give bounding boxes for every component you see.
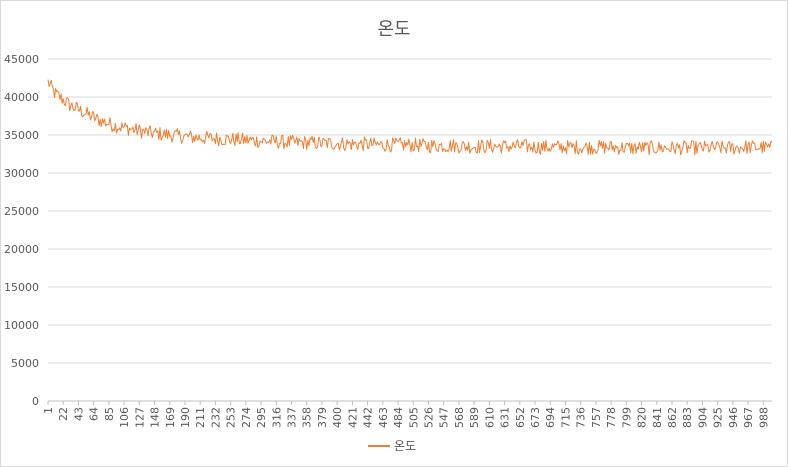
y-tick-label: 25000 [4, 205, 39, 218]
x-tick-label: 1 [42, 407, 55, 414]
gridlines [48, 58, 772, 402]
x-tick-label: 64 [88, 407, 101, 421]
x-tick-label: 883 [681, 407, 694, 428]
x-tick-label: 967 [742, 407, 755, 428]
x-tick-label: 211 [194, 407, 207, 428]
x-tick-label: 526 [422, 407, 435, 428]
y-tick-label: 5000 [11, 357, 39, 370]
x-tick-label: 778 [605, 407, 618, 428]
y-tick-label: 30000 [4, 167, 39, 180]
x-tick-label: 337 [286, 407, 299, 428]
x-tick-label: 568 [453, 407, 466, 428]
x-tick-label: 715 [559, 407, 572, 428]
x-tick-label: 547 [438, 407, 451, 428]
x-tick-label: 694 [544, 407, 557, 428]
series-line-0 [47, 79, 773, 156]
x-tick-label: 589 [468, 407, 481, 428]
x-tick-label: 442 [362, 407, 375, 428]
x-tick-label: 463 [377, 407, 390, 428]
y-axis-labels: 0 5000 10000 15000 20000 25000 30000 35000 40000… [4, 53, 39, 408]
x-tick-label: 127 [133, 407, 146, 428]
x-tick-label: 631 [499, 407, 512, 428]
x-tick-label: 820 [636, 407, 649, 428]
x-tick-label: 610 [483, 407, 496, 428]
x-tick-label: 274 [240, 407, 253, 428]
x-tick-label: 841 [651, 407, 664, 428]
x-tick-label: 946 [727, 407, 740, 428]
y-tick-label: 35000 [4, 129, 39, 142]
x-tick-label: 799 [620, 407, 633, 428]
x-tick-label: 190 [179, 407, 192, 428]
x-tick-label: 85 [103, 407, 116, 421]
x-tick-label: 904 [696, 407, 709, 428]
x-tick-label: 169 [164, 407, 177, 428]
y-tick-label: 40000 [4, 91, 39, 104]
x-tick-label: 652 [514, 407, 527, 428]
x-tick-label: 106 [118, 407, 131, 428]
x-tick-label: 43 [72, 407, 85, 421]
y-tick-label: 15000 [4, 281, 39, 294]
legend: 온도 [368, 439, 416, 453]
y-tick-label: 45000 [4, 53, 39, 66]
x-tick-label: 379 [316, 407, 329, 428]
x-tick-label: 316 [270, 407, 283, 428]
x-tick-label: 988 [757, 407, 770, 428]
series-group [47, 79, 773, 156]
legend-label: 온도 [394, 439, 416, 453]
x-tick-label: 862 [666, 407, 679, 428]
x-tick-label: 253 [225, 407, 238, 428]
x-tick-label: 358 [301, 407, 314, 428]
x-tick-label: 148 [149, 407, 162, 428]
x-tick-label: 925 [712, 407, 725, 428]
x-tick-label: 757 [590, 407, 603, 428]
x-tick-label: 484 [392, 407, 405, 428]
x-axis: 1 22 43 64 85 106 127 148 169 190 211 232 253 274 295 3… [42, 401, 770, 428]
y-tick-label: 20000 [4, 243, 39, 256]
x-tick-label: 295 [255, 407, 268, 428]
x-tick-label: 736 [575, 407, 588, 428]
y-tick-label: 10000 [4, 319, 39, 332]
y-tick-label: 0 [32, 395, 39, 408]
x-tick-label: 400 [331, 407, 344, 428]
x-tick-label: 22 [57, 407, 70, 421]
chart-title: 온도 [377, 19, 410, 40]
x-tick-label: 232 [209, 407, 222, 428]
x-tick-label: 673 [529, 407, 542, 428]
x-tick-label: 505 [407, 407, 420, 428]
x-tick-label: 421 [346, 407, 359, 428]
